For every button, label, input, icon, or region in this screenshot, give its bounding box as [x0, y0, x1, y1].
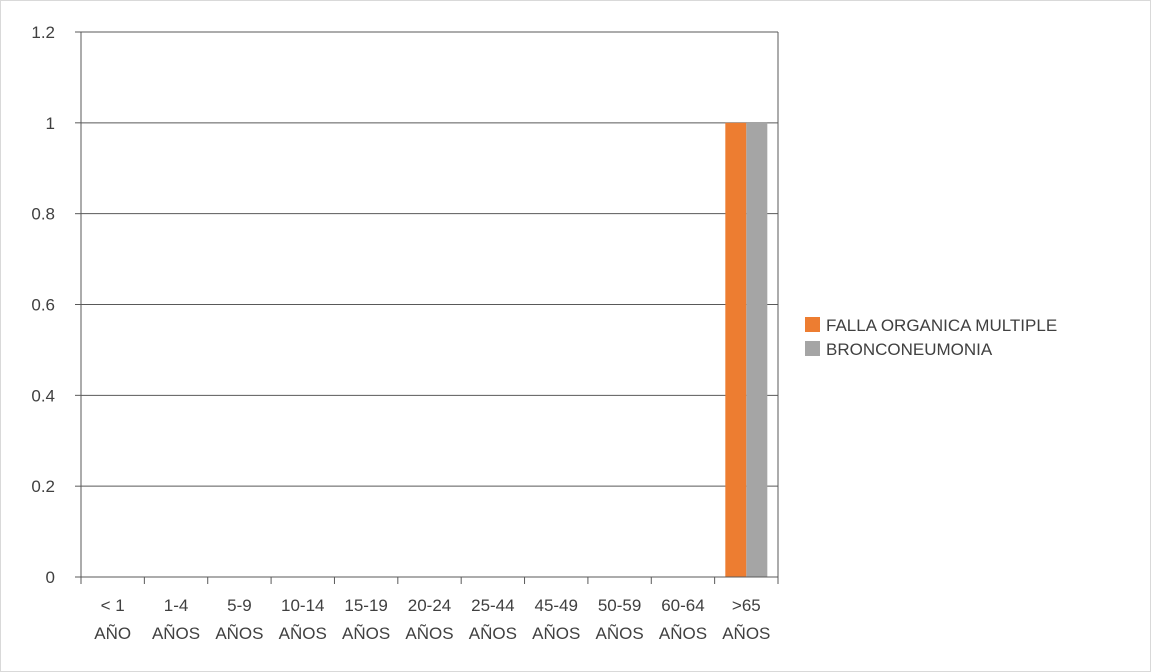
- x-tick-labels: < 1 AÑO 1-4 AÑOS 5-9 AÑOS 10-14 AÑOS 15-19 AÑOS 20…: [94, 596, 770, 643]
- x-tick-label: 15-19 AÑOS: [342, 596, 390, 643]
- x-tick-label: >65 AÑOS: [722, 596, 770, 643]
- legend-label: FALLA ORGANICA MULTIPLE: [826, 316, 1057, 335]
- y-tick-label: 0.4: [31, 386, 55, 405]
- x-tick-label: 25-44 AÑOS: [469, 596, 517, 643]
- y-tick-label: 0.6: [31, 296, 55, 315]
- x-tick-label: 10-14 AÑOS: [279, 596, 327, 643]
- legend: FALLA ORGANICA MULTIPLE BRONCONEUMONIA: [805, 316, 1057, 359]
- y-tick-label: 0.8: [31, 205, 55, 224]
- y-tick-label: 0: [46, 568, 55, 587]
- gridlines: [81, 31, 778, 487]
- x-tick-label: < 1 AÑO: [94, 596, 131, 643]
- axes: [75, 31, 779, 584]
- x-tick-label: 50-59 AÑOS: [595, 596, 643, 643]
- legend-swatch: [805, 317, 820, 332]
- bar: [746, 122, 768, 577]
- legend-swatch: [805, 341, 820, 356]
- x-tick-label: 5-9 AÑOS: [215, 596, 263, 643]
- bar: [725, 122, 747, 577]
- legend-label: BRONCONEUMONIA: [826, 340, 993, 359]
- y-tick-label: 0.2: [31, 477, 55, 496]
- y-tick-labels: 0 0.2 0.4 0.6 0.8 1 1.2: [31, 23, 55, 587]
- x-tick-label: 20-24 AÑOS: [405, 596, 453, 643]
- y-tick-label: 1: [46, 114, 55, 133]
- x-tick-label: 45-49 AÑOS: [532, 596, 580, 643]
- x-tick-label: 60-64 AÑOS: [659, 596, 707, 643]
- x-tick-label: 1-4 AÑOS: [152, 596, 200, 643]
- bars: [725, 122, 768, 577]
- y-tick-label: 1.2: [31, 23, 55, 42]
